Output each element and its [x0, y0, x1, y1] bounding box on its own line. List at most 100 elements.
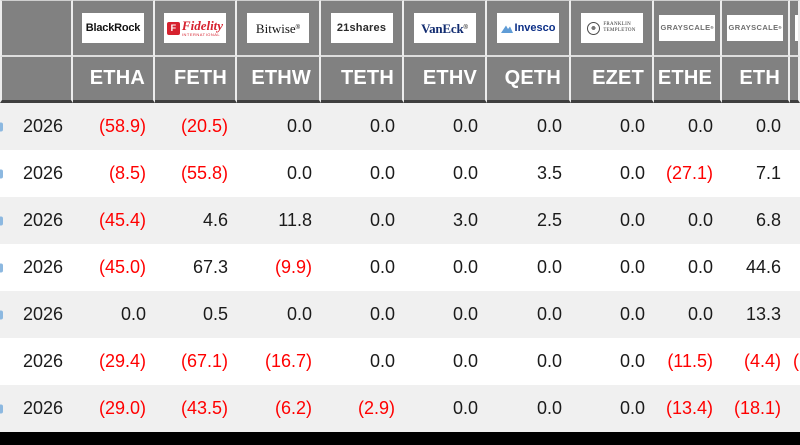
franklin-logo-line1: FRANKLIN — [603, 22, 632, 27]
flow-value-cell-feth: (67.1) — [155, 338, 237, 385]
clipped-next-ticker-cell — [790, 57, 800, 103]
clipped-date-link-fragment — [0, 310, 3, 319]
flow-value-cell-qeth: 2.5 — [487, 197, 571, 244]
issuer-cell-blackrock: BlackRock — [73, 0, 155, 57]
flow-value-cell-teth: (2.9) — [321, 385, 404, 432]
date-column-header-blank — [0, 0, 73, 57]
fidelity-logo-text: Fidelity — [181, 18, 224, 33]
issuer-cell-grayscale-ethe: GRAYSCALE ® — [654, 0, 722, 57]
vaneck-logo: VanEck ® — [413, 13, 476, 43]
ticker-header-ethe: ETHE — [654, 57, 722, 103]
flow-value-cell-eth: (18.1) — [722, 385, 790, 432]
registered-mark: ® — [778, 25, 782, 30]
ticker-header-ezet: EZET — [571, 57, 654, 103]
franklin-templeton-emblem-icon — [587, 21, 601, 35]
ticker-header-qeth: QETH — [487, 57, 571, 103]
flow-value-cell-etha: (29.0) — [73, 385, 155, 432]
flow-value-cell-ethv: 3.0 — [404, 197, 487, 244]
ticker-header-etha: ETHA — [73, 57, 155, 103]
flow-value-cell-feth: (20.5) — [155, 103, 237, 150]
flow-value-cell-ethw: 0.0 — [237, 150, 321, 197]
date-cell: 2026 — [0, 197, 73, 244]
flow-value-cell-ethv: 0.0 — [404, 150, 487, 197]
registered-mark: ® — [295, 25, 301, 31]
grayscale-logo-text: GRAYSCALE — [728, 23, 779, 33]
date-cell: 2026 — [0, 291, 73, 338]
date-label: 2026 — [22, 116, 63, 136]
clipped-next-column-cell: ( — [790, 338, 800, 385]
clipped-next-column-cell — [790, 150, 800, 197]
ticker-header-ethv: ETHV — [404, 57, 487, 103]
date-label: 2026 — [22, 163, 63, 183]
21shares-logo: 21shares — [330, 13, 393, 43]
issuer-cell-fidelity: F Fidelity INTERNATIONAL — [155, 0, 237, 57]
clipped-total-row-bar — [0, 432, 800, 445]
clipped-next-column-cell — [790, 385, 800, 432]
issuer-cell-franklin-templeton: FRANKLIN TEMPLETON — [571, 0, 654, 57]
flow-value-cell-teth: 0.0 — [321, 291, 404, 338]
flow-value-cell-ezet: 0.0 — [571, 150, 654, 197]
grayscale-logo-text: GRAYSCALE — [660, 23, 711, 33]
issuer-cell-bitwise: Bitwise ® — [237, 0, 321, 57]
flow-value-cell-qeth: 0.0 — [487, 244, 571, 291]
clipped-next-column-cell — [790, 197, 800, 244]
ticker-header-eth: ETH — [722, 57, 790, 103]
flow-value-cell-ezet: 0.0 — [571, 244, 654, 291]
21shares-logo-text: 21shares — [336, 21, 387, 34]
date-cell: 2026 — [0, 244, 73, 291]
clipped-date-link-fragment — [0, 263, 3, 272]
flow-value-cell-qeth: 0.0 — [487, 291, 571, 338]
grayscale-logo: GRAYSCALE ® — [659, 15, 715, 41]
flow-value-cell-ethe: 0.0 — [654, 103, 722, 150]
flow-value-cell-ethw: 11.8 — [237, 197, 321, 244]
flow-value-cell-qeth: 0.0 — [487, 103, 571, 150]
flow-value-cell-teth: 0.0 — [321, 197, 404, 244]
flow-value-cell-ethw: 0.0 — [237, 103, 321, 150]
flow-value-cell-eth: 7.1 — [722, 150, 790, 197]
clipped-next-issuer-cell — [790, 0, 800, 57]
flow-value-cell-qeth: 3.5 — [487, 150, 571, 197]
flow-value-cell-eth: 44.6 — [722, 244, 790, 291]
fidelity-logo-subtext: INTERNATIONAL — [181, 32, 221, 37]
flow-value-cell-etha: 0.0 — [73, 291, 155, 338]
clipped-next-column-cell — [790, 103, 800, 150]
flow-value-cell-etha: (45.4) — [73, 197, 155, 244]
vaneck-logo-text: VanEck — [421, 20, 464, 36]
flow-value-cell-ethv: 0.0 — [404, 103, 487, 150]
flow-value-cell-ethe: (11.5) — [654, 338, 722, 385]
flow-value-cell-ezet: 0.0 — [571, 197, 654, 244]
franklin-templeton-logo: FRANKLIN TEMPLETON — [580, 13, 643, 43]
flow-value-cell-ezet: 0.0 — [571, 338, 654, 385]
flow-value-cell-feth: (55.8) — [155, 150, 237, 197]
clipped-next-column-cell — [790, 244, 800, 291]
fidelity-logo: F Fidelity INTERNATIONAL — [164, 13, 226, 43]
flow-value-cell-ethw: (6.2) — [237, 385, 321, 432]
ticker-header-ethw: ETHW — [237, 57, 321, 103]
flow-value-cell-ethe: (13.4) — [654, 385, 722, 432]
flow-value-cell-qeth: 0.0 — [487, 385, 571, 432]
flow-value-cell-qeth: 0.0 — [487, 338, 571, 385]
flow-value-cell-ethv: 0.0 — [404, 338, 487, 385]
date-label: 2026 — [22, 351, 63, 371]
flow-value-cell-teth: 0.0 — [321, 103, 404, 150]
flow-value-cell-etha: (8.5) — [73, 150, 155, 197]
bitwise-logo-text: Bitwise — [255, 20, 296, 36]
flow-value-cell-ethw: (16.7) — [237, 338, 321, 385]
flow-value-cell-ethw: 0.0 — [237, 291, 321, 338]
clipped-date-link-fragment — [0, 169, 3, 178]
date-label: 2026 — [22, 398, 63, 418]
issuer-cell-invesco: Invesco — [487, 0, 571, 57]
flow-value-cell-eth: (4.4) — [722, 338, 790, 385]
flow-value-cell-ezet: 0.0 — [571, 103, 654, 150]
blackrock-logo-text: BlackRock — [85, 21, 141, 34]
date-cell: 2026 — [0, 338, 73, 385]
date-cell: 2026 — [0, 103, 73, 150]
fidelity-f-badge-icon: F — [166, 21, 180, 35]
bitwise-logo: Bitwise ® — [247, 13, 309, 43]
date-cell: 2026 — [0, 150, 73, 197]
flow-value-cell-teth: 0.0 — [321, 150, 404, 197]
flow-value-cell-ethv: 0.0 — [404, 291, 487, 338]
flow-value-cell-ethe: (27.1) — [654, 150, 722, 197]
